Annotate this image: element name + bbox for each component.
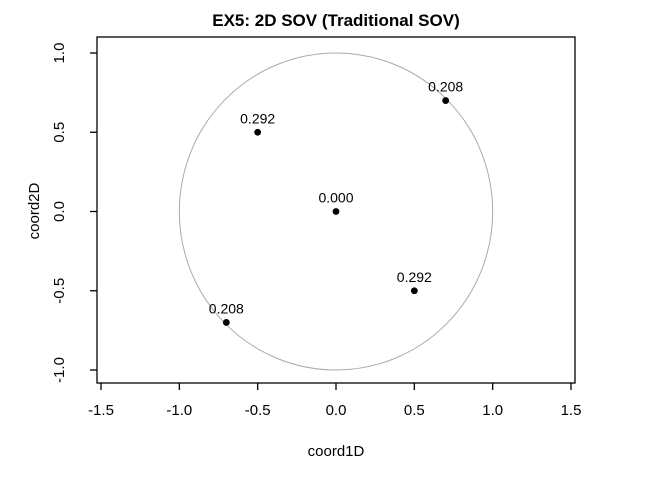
x-tick-label: 1.0 [482, 402, 503, 419]
data-point-label: 0.292 [397, 269, 432, 285]
x-tick-label: 1.5 [561, 402, 582, 419]
x-axis-label: coord1D [308, 443, 365, 460]
y-axis-label: coord2D [26, 182, 43, 239]
plot-title: EX5: 2D SOV (Traditional SOV) [212, 11, 460, 30]
x-tick-label: 0.0 [326, 402, 347, 419]
y-tick-label: 0.5 [51, 122, 68, 143]
data-points-layer: 0.000 0.292 0.208 0.292 0.208 [209, 79, 463, 326]
y-tick-label: 0.0 [51, 201, 68, 222]
y-tick-label: -0.5 [51, 278, 68, 304]
data-point-label: 0.292 [240, 110, 275, 126]
x-tick-label: -1.0 [166, 402, 192, 419]
data-point [442, 97, 450, 104]
data-point-label: 0.000 [318, 190, 353, 206]
x-tick-label: -0.5 [245, 402, 271, 419]
data-point [222, 319, 230, 326]
unit-circle [178, 52, 494, 371]
x-tick-label: 0.5 [404, 402, 425, 419]
data-point [332, 208, 340, 215]
data-point [254, 128, 262, 136]
x-tick-label: -1.5 [88, 402, 114, 419]
unit-circle-layer [178, 52, 494, 371]
data-point-label: 0.208 [209, 300, 244, 316]
y-tick-label: 1.0 [51, 43, 68, 64]
data-point [410, 287, 418, 295]
x-axis-ticks: -1.5 -1.0 -0.5 0.0 0.5 1.0 1.5 [88, 383, 581, 419]
y-axis-ticks: -1.0 -0.5 0.0 0.5 1.0 [51, 43, 97, 383]
y-tick-label: -1.0 [51, 357, 68, 383]
data-point-label: 0.208 [428, 79, 463, 95]
